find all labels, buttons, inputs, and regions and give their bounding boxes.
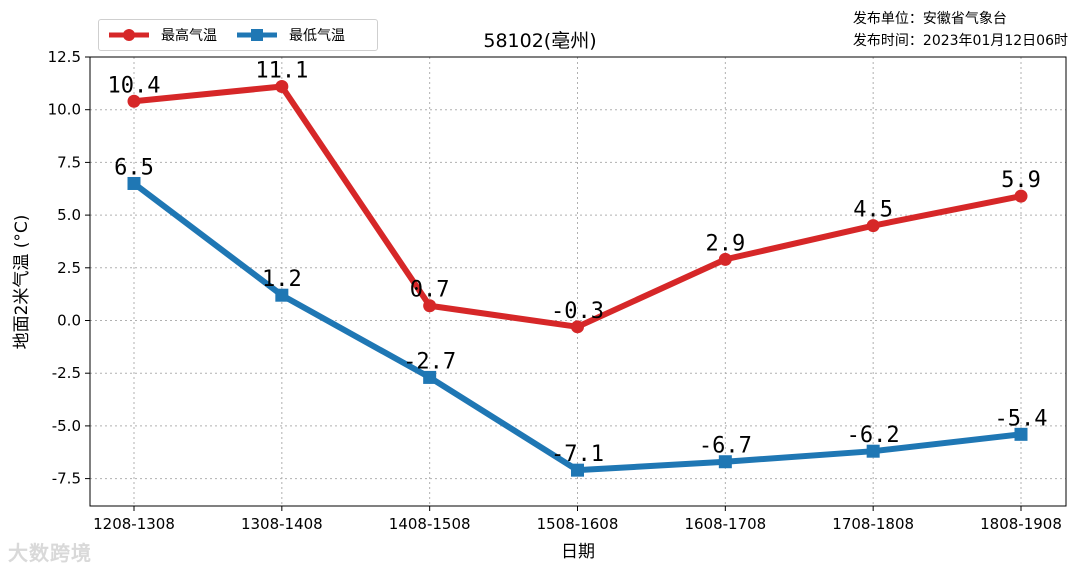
- watermark: 大数跨境: [8, 541, 92, 565]
- series-group: [127, 80, 1028, 477]
- publisher-unit: 发布单位：安徽省气象台: [852, 11, 1007, 27]
- x-tick-label: 1508-1608: [537, 515, 619, 533]
- x-tick-label: 1808-1908: [980, 515, 1062, 533]
- legend-max-label: 最高气温: [161, 28, 217, 44]
- data-point: [275, 288, 289, 302]
- y-tick-label: -7.5: [52, 470, 81, 488]
- data-point: [866, 219, 880, 233]
- x-axis-ticks: 1208-1308 1308-1408 1408-1508 1508-1608 1608…: [93, 506, 1062, 533]
- data-point: [423, 370, 437, 384]
- data-label: 11.1: [255, 59, 308, 84]
- data-label: 0.7: [410, 278, 450, 303]
- y-tick-label: 12.5: [48, 48, 81, 66]
- plot-frame: [89, 56, 1067, 507]
- x-tick-label: 1308-1408: [241, 515, 323, 533]
- y-axis-label: 地面2米气温 (°C): [12, 215, 32, 350]
- data-label: 5.9: [1001, 168, 1041, 193]
- y-tick-label: 7.5: [57, 153, 81, 171]
- publisher-time: 发布时间：2023年01月12日06时: [852, 33, 1068, 49]
- y-tick-label: 10.0: [48, 101, 81, 119]
- data-point: [127, 176, 141, 190]
- data-point: [866, 444, 880, 458]
- data-label: 10.4: [108, 73, 161, 98]
- legend-min-marker: [237, 29, 277, 41]
- data-label: -7.1: [551, 442, 604, 467]
- grid-lines: [90, 56, 1066, 506]
- data-point: [718, 455, 732, 469]
- data-point: [1014, 189, 1028, 203]
- data-label: -0.3: [551, 299, 604, 324]
- data-point: [571, 463, 584, 477]
- x-tick-label: 1708-1808: [832, 515, 914, 533]
- y-tick-label: 2.5: [57, 259, 81, 277]
- data-point: [718, 252, 732, 266]
- data-label: 1.2: [262, 267, 302, 292]
- data-label: 2.9: [705, 231, 745, 256]
- data-label: -5.4: [995, 406, 1048, 431]
- y-tick-label: 0.0: [57, 311, 81, 329]
- data-label: -6.2: [847, 423, 900, 448]
- data-point: [275, 80, 289, 94]
- data-label: -6.7: [699, 434, 752, 459]
- x-tick-label: 1608-1708: [684, 515, 766, 533]
- y-tick-label: 5.0: [57, 206, 81, 224]
- data-point: [1014, 427, 1028, 441]
- data-labels-group: 10.4 11.1 0.7 -0.3 2.9 4.5 5.9 6.5 1.2 -2.7 -7.1 -6…: [108, 59, 1048, 468]
- data-point: [127, 94, 141, 108]
- legend-min-label: 最低气温: [289, 28, 345, 44]
- data-point: [571, 320, 584, 334]
- x-tick-label: 1208-1308: [93, 515, 175, 533]
- data-label: -2.7: [403, 349, 456, 374]
- data-point: [423, 299, 437, 313]
- data-label: 4.5: [853, 198, 893, 223]
- data-label: 6.5: [114, 155, 154, 180]
- y-tick-label: -5.0: [52, 417, 81, 435]
- y-axis-ticks: 12.5 10.0 7.5 5.0 2.5 0.0 -2.5 -5.0 -7.5: [48, 48, 90, 488]
- x-axis-label: 日期: [561, 542, 595, 562]
- legend-item-max: 最高气温: [107, 25, 217, 45]
- y-tick-label: -2.5: [52, 364, 81, 382]
- legend-max-marker: [109, 29, 149, 41]
- legend-item-min: 最低气温: [235, 25, 345, 45]
- x-tick-label: 1408-1508: [389, 515, 471, 533]
- publisher-info: 发布单位：安徽省气象台 发布时间：2023年01月12日06时: [853, 8, 1068, 52]
- legend: 最高气温 最低气温: [98, 19, 378, 51]
- chart-title: 58102(亳州): [483, 30, 597, 52]
